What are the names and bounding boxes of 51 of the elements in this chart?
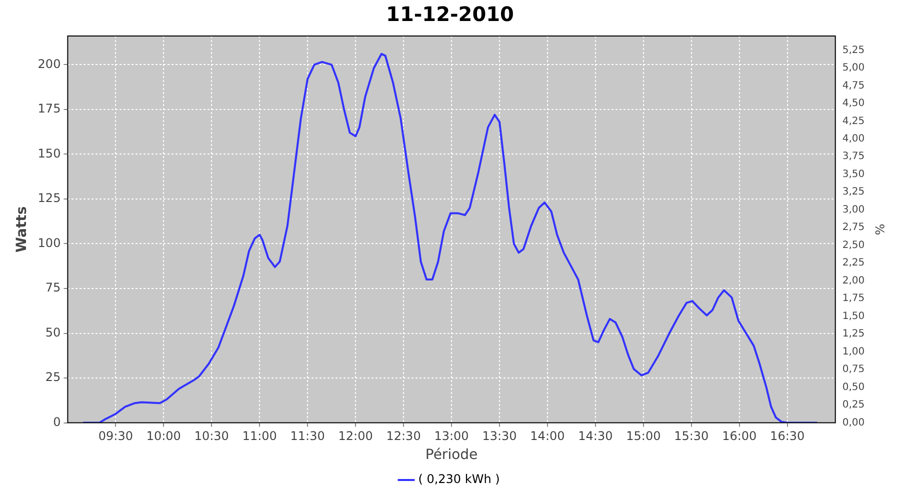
y-tick-label: 75 [45, 280, 61, 295]
y2-tick-label: 1,25 [842, 328, 865, 340]
y2-tick-label: 3,50 [842, 168, 865, 180]
x-tick-label: 11:00 [242, 429, 277, 444]
y2-tick-label: 0,25 [842, 400, 865, 411]
x-tick-label: 15:30 [674, 429, 709, 444]
y2-tick-label: 1,00 [842, 346, 865, 358]
y-tick-label: 175 [38, 102, 61, 116]
y-tick-label: 25 [45, 370, 61, 384]
y2-tick-label: 0,50 [842, 382, 865, 393]
y-tick-label: 125 [38, 191, 61, 206]
x-tick-label: 16:00 [722, 429, 757, 444]
y-tick-label: 150 [38, 146, 61, 160]
y2-tick-label: 5,00 [842, 62, 865, 74]
x-tick-label: 12:00 [338, 429, 373, 444]
y2-tick-label: 2,00 [842, 275, 865, 286]
x-tick-label: 09:30 [98, 429, 133, 444]
chart-title: 11-12-2010 [386, 2, 514, 26]
y2-tick-label: 5,25 [842, 44, 865, 56]
y2-tick-label: 3,25 [842, 186, 865, 198]
y2-tick-label: 1,50 [842, 310, 865, 322]
y2-tick-label: 2,25 [842, 258, 865, 269]
y2-tick-label: 3,00 [842, 204, 865, 216]
y2-axis-title: % [872, 224, 887, 236]
y-tick-label: 200 [38, 56, 61, 71]
x-tick-label: 13:00 [434, 429, 469, 444]
y2-tick-label: 4,50 [842, 98, 865, 110]
legend-label: ( 0,230 kWh ) [418, 472, 500, 486]
x-tick-label: 13:30 [482, 429, 517, 444]
x-tick-label: 14:30 [578, 429, 613, 444]
x-tick-label: 14:00 [530, 429, 565, 444]
x-tick-label: 15:00 [626, 429, 661, 444]
y2-tick-label: 4,75 [842, 80, 865, 92]
y-tick-label: 0 [53, 414, 61, 429]
y-axis-title: Watts [14, 206, 30, 252]
y2-tick-label: 2,75 [842, 222, 865, 234]
y2-tick-label: 3,75 [842, 151, 865, 162]
x-axis-title: Période [425, 447, 478, 464]
y2-tick-label: 0,75 [842, 364, 865, 376]
y2-tick-label: 4,00 [842, 134, 865, 145]
y-tick-label: 100 [38, 236, 61, 250]
y2-tick-label: 0,00 [842, 417, 865, 428]
y-tick-label: 50 [45, 325, 61, 340]
y2-tick-label: 4,25 [842, 116, 865, 127]
x-tick-label: 11:30 [290, 429, 325, 444]
y2-tick-label: 1,75 [842, 293, 865, 304]
x-tick-label: 10:00 [146, 429, 181, 444]
x-tick-label: 12:30 [386, 429, 421, 444]
y2-tick-label: 2,50 [842, 240, 865, 251]
x-tick-label: 10:30 [194, 429, 229, 444]
x-tick-label: 16:30 [770, 429, 805, 444]
